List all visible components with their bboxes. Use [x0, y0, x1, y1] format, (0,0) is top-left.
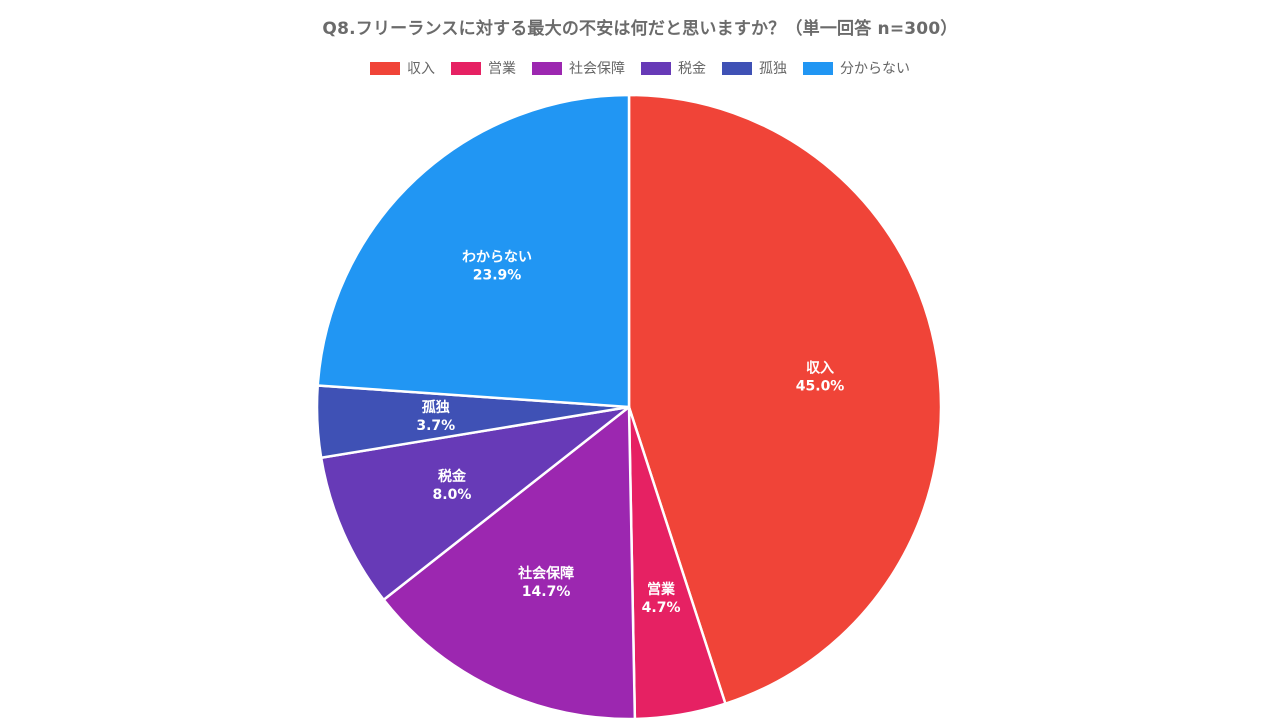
legend-swatch: [532, 61, 562, 75]
chart-title: Q8.フリーランスに対する最大の不安は何だと思いますか？（単一回答 n=300）: [322, 19, 958, 39]
legend-item[interactable]: 営業: [451, 58, 516, 78]
slice-value-label: 45.0%: [796, 379, 845, 395]
legend-item[interactable]: 税金: [641, 58, 706, 78]
slice-name-label: 孤独: [422, 399, 450, 416]
legend-label: 社会保障: [569, 61, 625, 77]
legend-label: 営業: [488, 61, 516, 77]
legend-swatch: [451, 61, 481, 75]
legend-swatch: [641, 61, 671, 75]
slice-name-label: 収入: [806, 360, 834, 377]
chart-legend: 収入 営業 社会保障 税金 孤独 分からない: [0, 58, 1280, 78]
legend-item[interactable]: 収入: [370, 58, 435, 78]
slice-name-label: 税金: [438, 468, 467, 485]
legend-label: 孤独: [759, 61, 787, 77]
legend-swatch: [370, 61, 400, 75]
pie-slice[interactable]: [319, 405, 631, 602]
legend-item[interactable]: 分からない: [803, 58, 910, 78]
slice-value-label: 4.7%: [642, 600, 681, 616]
legend-swatch: [722, 61, 752, 75]
legend-label: 分からない: [840, 61, 910, 77]
legend-item[interactable]: 孤独: [722, 58, 787, 78]
legend-label: 収入: [407, 61, 435, 77]
legend-label: 税金: [678, 61, 706, 77]
pie-slice[interactable]: [382, 405, 637, 720]
slice-value-label: 23.9%: [473, 268, 522, 284]
slice-name-label: 営業: [647, 581, 676, 598]
slice-value-label: 8.0%: [433, 487, 472, 503]
pie-slice[interactable]: [627, 93, 943, 705]
legend-swatch: [803, 61, 833, 75]
legend-item[interactable]: 社会保障: [532, 58, 625, 78]
pie-slice[interactable]: [316, 93, 631, 409]
slice-value-label: 14.7%: [522, 584, 571, 600]
slice-name-label: わからない: [462, 250, 532, 266]
slice-value-label: 3.7%: [416, 418, 455, 434]
slice-name-label: 社会保障: [517, 565, 574, 582]
